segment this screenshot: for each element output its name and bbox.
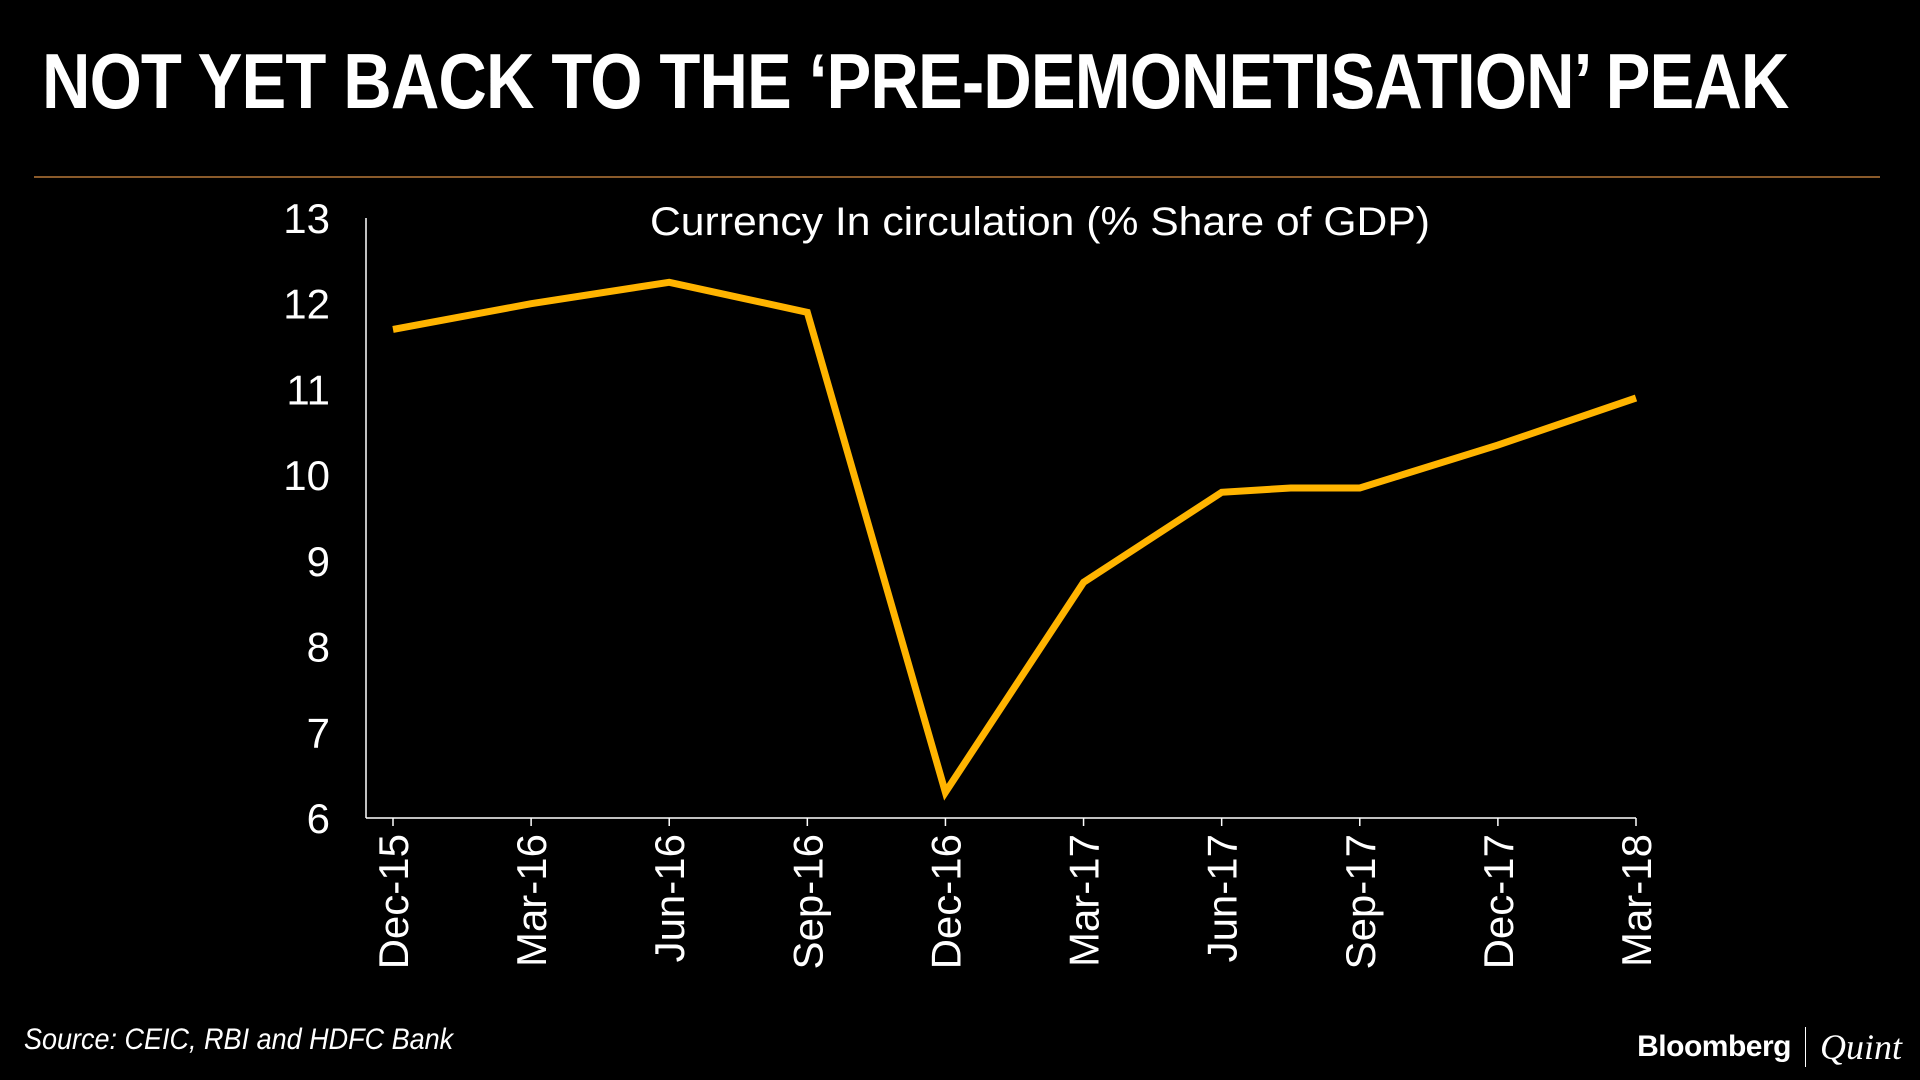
brand-primary: Bloomberg xyxy=(1637,1030,1791,1063)
y-tick-label: 9 xyxy=(307,538,330,585)
chart-title: Currency In circulation (% Share of GDP) xyxy=(650,200,1430,244)
y-tick-label: 12 xyxy=(283,281,330,328)
x-tick-label: Dec-16 xyxy=(922,834,969,969)
y-tick-label: 13 xyxy=(283,195,330,242)
x-tick-label: Sep-16 xyxy=(784,834,831,969)
x-tick-label: Dec-15 xyxy=(370,834,417,969)
x-tick-label: Jun-16 xyxy=(646,834,693,962)
y-tick-label: 11 xyxy=(286,366,330,413)
x-axis: Dec-15 Mar-16 Jun-16 Sep-16 Dec-16 Mar-17 Jun-… xyxy=(366,817,1660,969)
brand-logo: Bloomberg Quint xyxy=(1637,1026,1902,1068)
x-tick-label: Sep-17 xyxy=(1337,834,1384,969)
y-axis: 6 7 8 9 10 11 12 13 xyxy=(283,195,367,842)
x-tick-label: Mar-16 xyxy=(508,834,555,967)
y-tick-label: 8 xyxy=(307,624,330,671)
series-line xyxy=(392,278,1638,801)
brand-separator xyxy=(1804,1027,1806,1067)
x-tick-label: Jun-17 xyxy=(1199,834,1246,962)
headline: NOT YET BACK TO THE ‘PRE-DEMONETISATION’… xyxy=(42,37,1789,125)
x-tick-label: Mar-18 xyxy=(1613,834,1660,967)
x-tick-label: Dec-17 xyxy=(1475,834,1522,969)
brand-secondary: Quint xyxy=(1819,1027,1902,1067)
y-tick-label: 6 xyxy=(307,795,330,842)
y-tick-label: 7 xyxy=(307,709,330,756)
series xyxy=(392,278,1638,801)
x-tick-label: Mar-17 xyxy=(1061,834,1108,967)
header-divider xyxy=(34,176,1880,178)
y-tick-label: 10 xyxy=(283,452,330,499)
source-note: Source: CEIC, RBI and HDFC Bank xyxy=(24,1023,454,1056)
